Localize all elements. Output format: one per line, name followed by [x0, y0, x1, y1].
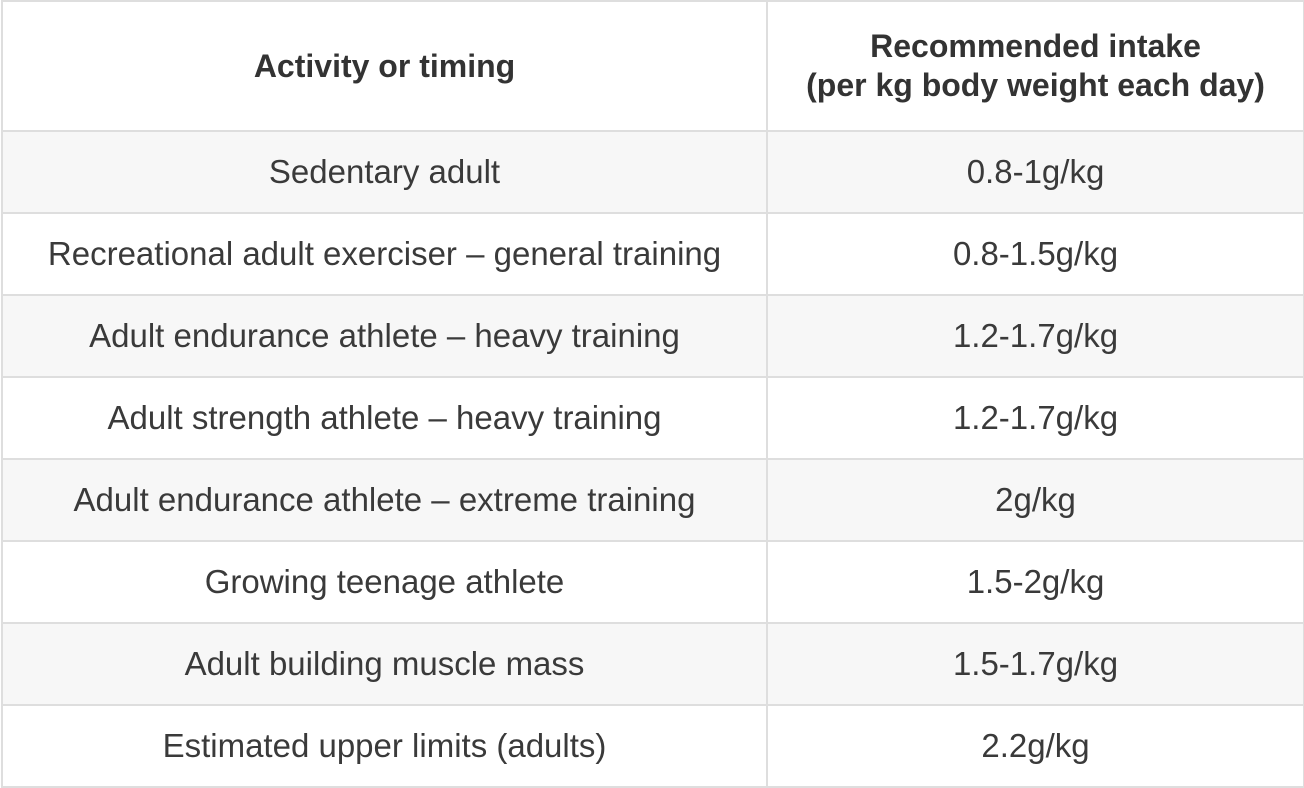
- table-row: Growing teenage athlete 1.5-2g/kg: [1, 540, 1304, 624]
- activity-cell: Sedentary adult: [1, 130, 768, 214]
- table-row: Adult endurance athlete – heavy training…: [1, 294, 1304, 378]
- intake-cell: 2.2g/kg: [766, 704, 1304, 788]
- table-row: Sedentary adult 0.8-1g/kg: [1, 130, 1304, 214]
- activity-cell: Estimated upper limits (adults): [1, 704, 768, 788]
- activity-cell: Recreational adult exerciser – general t…: [1, 212, 768, 296]
- header-activity: Activity or timing: [1, 0, 768, 132]
- activity-cell: Adult endurance athlete – heavy training: [1, 294, 768, 378]
- header-intake-line2: (per kg body weight each day): [806, 67, 1265, 103]
- table-row: Estimated upper limits (adults) 2.2g/kg: [1, 704, 1304, 788]
- intake-cell: 1.2-1.7g/kg: [766, 294, 1304, 378]
- activity-cell: Adult building muscle mass: [1, 622, 768, 706]
- table-row: Recreational adult exerciser – general t…: [1, 212, 1304, 296]
- table-row: Adult strength athlete – heavy training …: [1, 376, 1304, 460]
- intake-cell: 1.2-1.7g/kg: [766, 376, 1304, 460]
- header-row: Activity or timing Recommended intake (p…: [1, 0, 1304, 132]
- activity-cell: Adult endurance athlete – extreme traini…: [1, 458, 768, 542]
- activity-cell: Adult strength athlete – heavy training: [1, 376, 768, 460]
- header-intake-line1: Recommended intake: [870, 28, 1201, 64]
- table-header: Activity or timing Recommended intake (p…: [1, 0, 1304, 132]
- header-recommended-intake: Recommended intake (per kg body weight e…: [766, 0, 1304, 132]
- activity-cell: Growing teenage athlete: [1, 540, 768, 624]
- table-row: Adult endurance athlete – extreme traini…: [1, 458, 1304, 542]
- intake-cell: 0.8-1g/kg: [766, 130, 1304, 214]
- intake-cell: 1.5-2g/kg: [766, 540, 1304, 624]
- table-row: Adult building muscle mass 1.5-1.7g/kg: [1, 622, 1304, 706]
- table-body: Sedentary adult 0.8-1g/kg Recreational a…: [1, 130, 1304, 788]
- intake-cell: 2g/kg: [766, 458, 1304, 542]
- intake-cell: 1.5-1.7g/kg: [766, 622, 1304, 706]
- intake-cell: 0.8-1.5g/kg: [766, 212, 1304, 296]
